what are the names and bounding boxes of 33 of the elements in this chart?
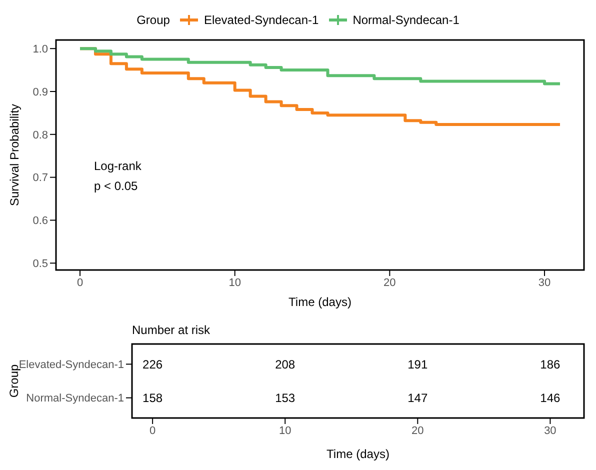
x-axis-title: Time (days) <box>288 295 352 309</box>
data-label: 208 <box>275 357 296 372</box>
data-label: 147 <box>408 391 428 406</box>
data-label: 153 <box>275 391 296 406</box>
legend-label: Normal-Syndecan-1 <box>352 13 460 27</box>
data-label: 146 <box>540 391 561 406</box>
legend-label: Elevated-Syndecan-1 <box>204 13 319 27</box>
y-tick-label: 0.8 <box>32 129 48 142</box>
legend-title: Group <box>136 13 170 27</box>
annotation: p < 0.05 <box>94 179 138 193</box>
x-axis-title: Time (days) <box>326 447 390 461</box>
x-tick-label: 30 <box>538 276 551 289</box>
y-tick-label: 0.7 <box>32 172 48 184</box>
y-tick-label: 0.5 <box>32 258 48 270</box>
x-tick-label: 20 <box>384 276 396 289</box>
y-tick-label: 0.6 <box>32 215 48 228</box>
y-axis-title: Group <box>7 364 21 398</box>
data-label: 158 <box>142 391 163 406</box>
y-tick-label: 1.0 <box>32 43 48 56</box>
x-tick-label: 0 <box>76 276 84 289</box>
x-tick-label: 20 <box>412 424 424 437</box>
chart-title: Number at risk <box>132 323 212 337</box>
x-tick-label: 10 <box>278 424 292 437</box>
annotation: Log-rank <box>94 159 142 173</box>
x-tick-label: 10 <box>228 276 241 289</box>
data-label: 191 <box>408 357 428 372</box>
data-label: 186 <box>540 357 561 372</box>
y-tick-label: Normal-Syndecan-1 <box>26 392 124 405</box>
x-tick-label: 30 <box>544 424 556 437</box>
y-axis-title: Survival Probability <box>7 104 22 206</box>
x-tick-label: 0 <box>149 424 156 437</box>
y-tick-label: 0.9 <box>32 86 48 98</box>
data-label: 226 <box>142 357 163 372</box>
